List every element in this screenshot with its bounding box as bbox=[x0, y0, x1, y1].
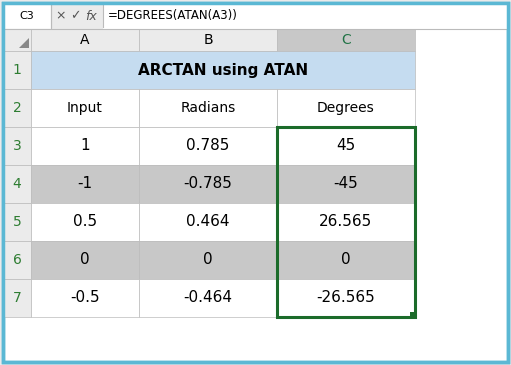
Bar bbox=[3, 279, 31, 317]
Bar bbox=[3, 203, 31, 241]
Text: 4: 4 bbox=[13, 177, 21, 191]
Text: ✓: ✓ bbox=[69, 9, 80, 23]
Text: 7: 7 bbox=[13, 291, 21, 305]
Text: fx: fx bbox=[85, 9, 97, 23]
Bar bbox=[3, 3, 51, 29]
Bar bbox=[139, 241, 277, 279]
Bar bbox=[277, 127, 415, 165]
Bar bbox=[139, 127, 277, 165]
Bar bbox=[277, 29, 415, 51]
Bar bbox=[31, 51, 415, 89]
Bar bbox=[139, 89, 277, 127]
Text: 26.565: 26.565 bbox=[319, 215, 373, 230]
Bar bbox=[31, 241, 139, 279]
Bar bbox=[3, 241, 31, 279]
Text: C3: C3 bbox=[19, 11, 34, 21]
Bar bbox=[139, 279, 277, 317]
Bar bbox=[3, 3, 508, 29]
Bar bbox=[31, 89, 139, 127]
Bar bbox=[139, 29, 277, 51]
Bar bbox=[3, 89, 31, 127]
Text: ARCTAN using ATAN: ARCTAN using ATAN bbox=[138, 62, 308, 77]
Bar bbox=[31, 279, 139, 317]
Bar bbox=[3, 127, 31, 165]
Text: 0: 0 bbox=[203, 253, 213, 268]
Bar bbox=[277, 279, 415, 317]
Text: 45: 45 bbox=[336, 138, 356, 154]
Text: 3: 3 bbox=[13, 139, 21, 153]
Text: -0.5: -0.5 bbox=[70, 291, 100, 306]
Text: C: C bbox=[341, 33, 351, 47]
Text: B: B bbox=[203, 33, 213, 47]
Bar bbox=[139, 203, 277, 241]
Bar bbox=[277, 165, 415, 203]
Bar bbox=[277, 241, 415, 279]
Bar bbox=[31, 203, 139, 241]
Text: 0: 0 bbox=[341, 253, 351, 268]
Bar bbox=[3, 29, 31, 51]
Text: 0.5: 0.5 bbox=[73, 215, 97, 230]
Text: Radians: Radians bbox=[180, 101, 236, 115]
Text: 5: 5 bbox=[13, 215, 21, 229]
Text: Degrees: Degrees bbox=[317, 101, 375, 115]
Bar bbox=[3, 51, 31, 89]
Polygon shape bbox=[19, 38, 29, 48]
Bar bbox=[3, 165, 31, 203]
Bar bbox=[31, 127, 139, 165]
Text: -45: -45 bbox=[334, 177, 358, 192]
Bar bbox=[31, 29, 139, 51]
Bar bbox=[277, 127, 415, 317]
Text: 1: 1 bbox=[80, 138, 90, 154]
Text: 1: 1 bbox=[13, 63, 21, 77]
Bar bbox=[277, 203, 415, 241]
Text: -1: -1 bbox=[78, 177, 92, 192]
Text: ×: × bbox=[56, 9, 66, 23]
Bar bbox=[103, 3, 508, 29]
Text: 6: 6 bbox=[13, 253, 21, 267]
Text: -0.785: -0.785 bbox=[183, 177, 233, 192]
Text: -26.565: -26.565 bbox=[317, 291, 376, 306]
Text: Input: Input bbox=[67, 101, 103, 115]
Bar bbox=[31, 165, 139, 203]
Text: =DEGREES(ATAN(A3)): =DEGREES(ATAN(A3)) bbox=[108, 9, 238, 23]
Text: 2: 2 bbox=[13, 101, 21, 115]
Bar bbox=[139, 165, 277, 203]
Text: 0.785: 0.785 bbox=[187, 138, 229, 154]
Text: A: A bbox=[80, 33, 90, 47]
Bar bbox=[277, 89, 415, 127]
Bar bbox=[410, 312, 415, 317]
Text: -0.464: -0.464 bbox=[183, 291, 233, 306]
Text: 0: 0 bbox=[80, 253, 90, 268]
Text: 0.464: 0.464 bbox=[186, 215, 230, 230]
